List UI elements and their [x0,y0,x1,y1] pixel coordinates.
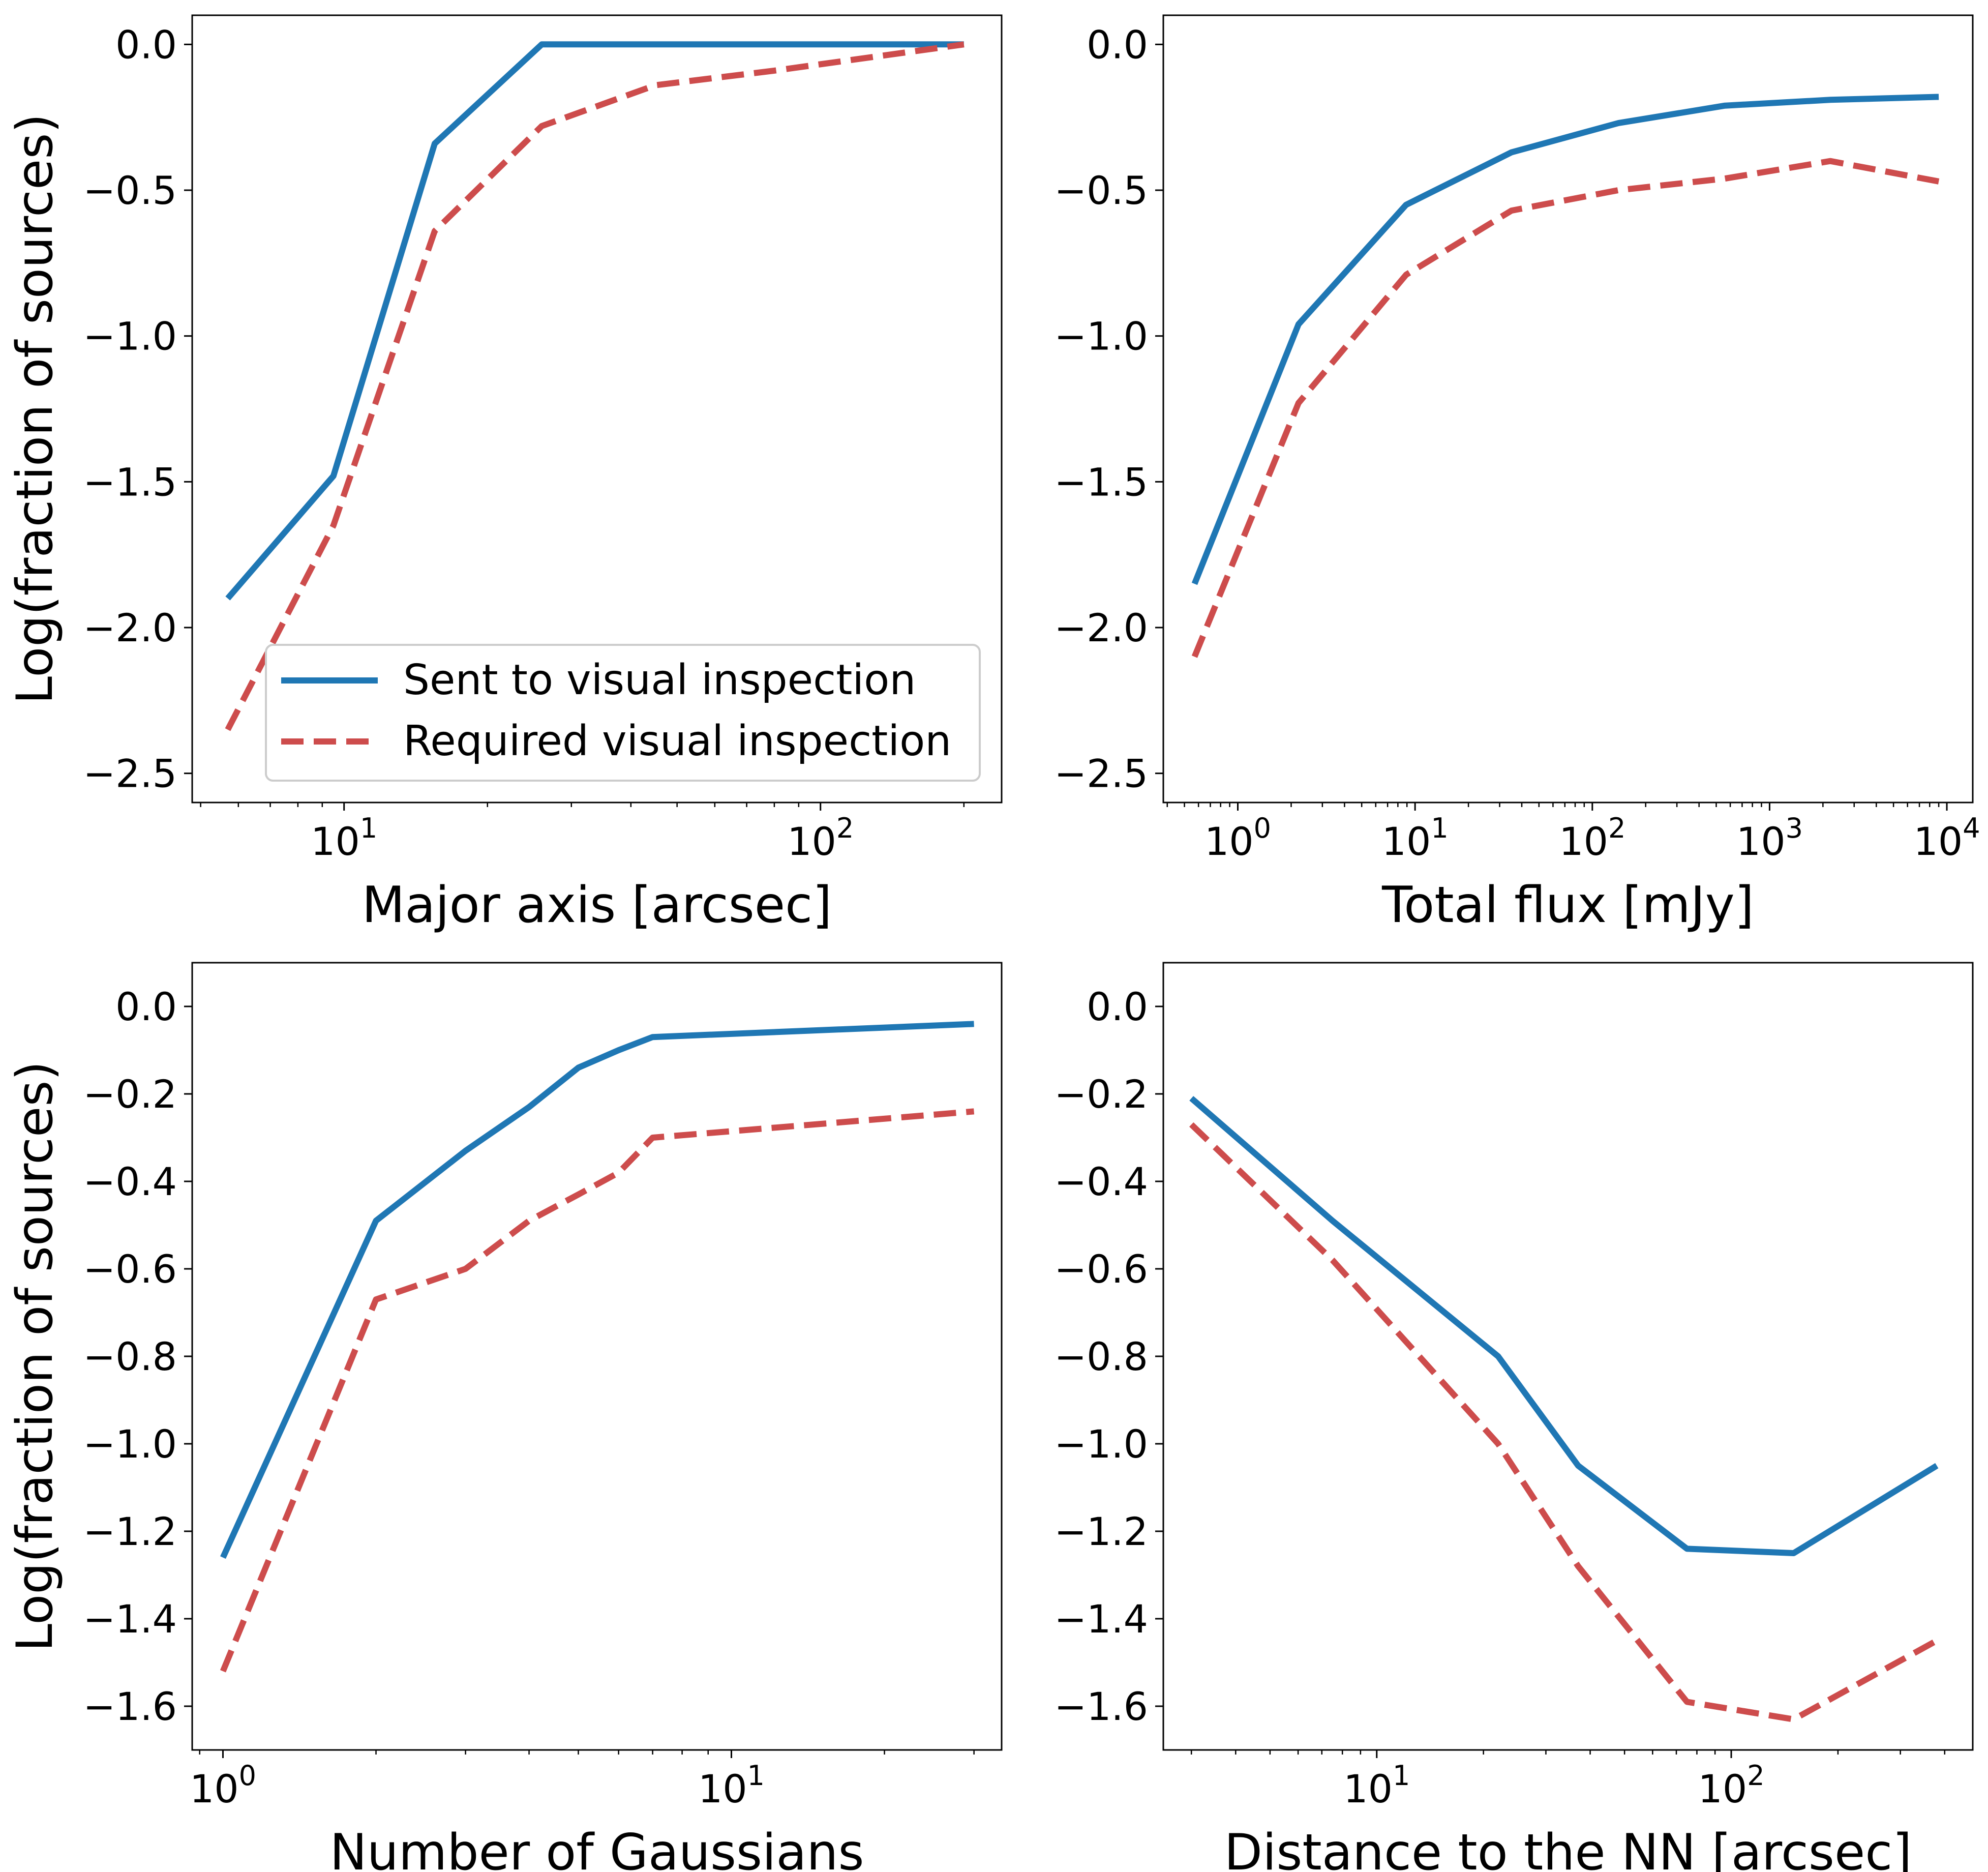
y-tick-label: −1.6 [1054,1684,1148,1729]
x-tick-label: 100 [1204,812,1271,864]
y-tick-label: −0.8 [83,1334,177,1379]
series-line-sent [1191,94,1939,585]
series-line-required [220,1108,975,1673]
legend-label-sent: Sent to visual inspection [403,656,916,704]
y-tick-label: −2.5 [83,751,177,796]
plot-frame [191,14,1003,804]
y-tick-label: −1.0 [1054,314,1148,359]
y-tick-label: −0.4 [83,1159,177,1204]
y-tick-label: −1.2 [83,1509,177,1554]
x-axis-label: Distance to the NN [arcsec] [1224,1824,1912,1872]
panel-total-flux: 0.0 −0.5 −1.0 −1.5 −2.0 −2.5 100 101 102 103 104 To… [1054,14,1980,934]
y-tick-label: −0.2 [1054,1072,1148,1117]
y-tick-label: 0.0 [115,22,177,67]
y-tick-label: −1.2 [1054,1509,1148,1554]
y-tick-label: −1.4 [1054,1596,1148,1642]
x-tick-label: 103 [1736,812,1803,864]
y-tick-label: −2.0 [83,605,177,650]
panel-distance-to-nn: 0.0 −0.2 −0.4 −0.6 −0.8 −1.0 −1.2 −1.4 −1.6 101 10… [1054,962,1974,1872]
panel-number-of-gaussians: 0.0 −0.2 −0.4 −0.6 −0.8 −1.0 −1.2 −1.4 −1.6 100 10… [6,962,1003,1872]
series-line-required [1191,158,1940,658]
x-tick-label: 102 [1698,1760,1764,1811]
series-line-sent [225,41,964,601]
y-tick-label: −0.5 [83,168,177,213]
y-tick-label: −2.5 [1054,751,1148,796]
y-tick-label: −1.6 [83,1684,177,1729]
series-line-sent [1189,1096,1939,1556]
x-tick-label: 101 [698,1760,765,1811]
y-tick-label: −0.6 [1054,1246,1148,1292]
x-tick-label: 101 [1343,1760,1410,1811]
x-axis-label: Number of Gaussians [329,1824,864,1872]
y-tick-label: −0.8 [1054,1334,1148,1379]
series-line-required [1189,1122,1939,1722]
y-tick-label: −1.0 [83,314,177,359]
panel-major-axis: 0.0 −0.5 −1.0 −1.5 −2.0 −2.5 101 102 Major axis … [6,14,1003,934]
y-tick-label: −0.4 [1054,1159,1148,1204]
y-tick-label: −1.5 [83,459,177,504]
y-tick-label: −2.0 [1054,605,1148,650]
series-line-required [225,41,965,731]
x-tick-label: 100 [190,1760,256,1811]
y-axis-label: Log(fraction of sources) [6,1061,64,1651]
y-tick-label: −0.6 [83,1246,177,1292]
x-tick-label: 102 [787,812,854,864]
x-tick-label: 102 [1559,812,1625,864]
legend-frame [265,644,981,782]
x-tick-label: 101 [1382,812,1449,864]
y-tick-label: −1.4 [83,1596,177,1642]
plot-frame [1162,962,1974,1751]
x-tick-label: 101 [311,812,377,864]
x-axis-label: Total flux [mJy] [1381,876,1754,934]
y-tick-label: 0.0 [1087,984,1148,1029]
x-axis-label: Major axis [arcsec] [362,876,832,934]
y-tick-label: −1.5 [1054,459,1148,504]
y-tick-label: −1.0 [83,1421,177,1467]
plot-frame [1162,14,1974,804]
y-axis-label: Log(fraction of sources) [6,113,64,704]
y-tick-label: −0.2 [83,1072,177,1117]
y-tick-label: −0.5 [1054,168,1148,213]
y-tick-label: −1.0 [1054,1421,1148,1467]
legend: Sent to visual inspection Required visua… [265,644,981,782]
x-tick-label: 104 [1914,812,1980,864]
legend-label-required: Required visual inspection [403,717,951,765]
series-line-sent [220,1021,974,1559]
y-tick-label: 0.0 [115,984,177,1029]
y-tick-label: 0.0 [1087,22,1148,67]
